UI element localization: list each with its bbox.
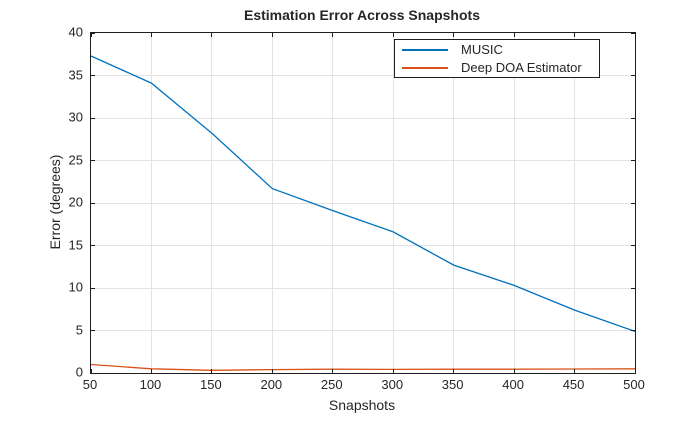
legend-label-deep-doa: Deep DOA Estimator bbox=[461, 60, 582, 75]
x-tick-mark bbox=[513, 369, 515, 373]
x-tick-label: 250 bbox=[320, 377, 343, 392]
y-tick-label: 15 bbox=[68, 237, 83, 252]
y-tick-mark bbox=[91, 372, 95, 374]
x-tick-mark bbox=[90, 33, 92, 37]
y-tick-label: 25 bbox=[68, 152, 83, 167]
x-tick-mark bbox=[392, 369, 394, 373]
y-tick-label: 5 bbox=[75, 322, 83, 337]
y-tick-label: 10 bbox=[68, 279, 83, 295]
x-tick-mark bbox=[634, 33, 636, 37]
y-tick-mark bbox=[631, 117, 635, 119]
x-tick-label: 500 bbox=[623, 377, 645, 392]
y-tick-label: 40 bbox=[68, 24, 83, 40]
x-tick-mark bbox=[150, 369, 152, 373]
y-tick-mark bbox=[91, 202, 95, 204]
gridline-horizontal bbox=[91, 75, 635, 76]
y-tick-mark bbox=[91, 245, 95, 246]
gridline-horizontal bbox=[91, 245, 635, 246]
y-tick-mark bbox=[91, 32, 95, 34]
legend-entry-deep-doa: Deep DOA Estimator bbox=[395, 60, 599, 76]
series-line-1 bbox=[91, 363, 635, 371]
y-tick-mark bbox=[91, 117, 95, 119]
x-tick-label: 300 bbox=[381, 377, 404, 392]
x-tick-mark bbox=[453, 33, 455, 37]
y-tick-mark bbox=[91, 330, 95, 331]
x-tick-label: 400 bbox=[502, 377, 524, 392]
y-tick-mark bbox=[631, 245, 635, 246]
x-tick-label: 100 bbox=[139, 377, 162, 392]
y-tick-label: 0 bbox=[75, 364, 83, 380]
x-tick-label: 450 bbox=[562, 377, 585, 392]
y-tick-mark bbox=[631, 330, 635, 331]
x-tick-label: 150 bbox=[200, 377, 222, 392]
x-axis-label: Snapshots bbox=[328, 397, 396, 413]
legend-box: MUSIC Deep DOA Estimator bbox=[394, 39, 600, 78]
x-tick-mark bbox=[513, 33, 515, 37]
x-tick-mark bbox=[211, 33, 213, 37]
x-tick-label: 50 bbox=[82, 377, 98, 392]
legend-entry-music: MUSIC bbox=[395, 42, 599, 58]
x-tick-mark bbox=[332, 369, 334, 373]
legend-label-music: MUSIC bbox=[461, 42, 503, 57]
x-tick-label: 350 bbox=[441, 377, 464, 392]
x-tick-mark bbox=[271, 33, 273, 37]
y-tick-label: 20 bbox=[68, 194, 83, 210]
chart-title: Estimation Error Across Snapshots bbox=[244, 7, 480, 23]
x-tick-mark bbox=[271, 369, 273, 373]
gridline-horizontal bbox=[91, 330, 635, 331]
y-tick-label: 35 bbox=[68, 67, 83, 82]
y-axis-label: Error (degrees) bbox=[47, 154, 63, 250]
y-tick-mark bbox=[91, 75, 95, 76]
legend-line-sample-deep-doa bbox=[402, 66, 448, 69]
y-tick-mark bbox=[91, 287, 95, 289]
y-tick-label: 30 bbox=[68, 109, 83, 125]
series-line-0 bbox=[91, 55, 635, 333]
y-tick-mark bbox=[631, 287, 635, 289]
x-tick-mark bbox=[574, 369, 576, 373]
gridline-horizontal bbox=[91, 160, 635, 161]
x-tick-mark bbox=[211, 369, 213, 373]
x-tick-mark bbox=[574, 33, 576, 37]
gridline-horizontal bbox=[91, 287, 635, 289]
x-tick-label: 200 bbox=[260, 377, 283, 392]
legend-line-sample-music bbox=[402, 48, 448, 51]
x-tick-mark bbox=[453, 369, 455, 373]
y-tick-mark bbox=[91, 160, 95, 161]
x-tick-mark bbox=[332, 33, 334, 37]
y-tick-mark bbox=[631, 202, 635, 204]
series-lines bbox=[91, 55, 635, 371]
x-tick-mark bbox=[90, 369, 92, 373]
y-tick-mark bbox=[631, 75, 635, 76]
gridline-horizontal bbox=[91, 117, 635, 119]
plot-area bbox=[90, 32, 636, 374]
x-tick-mark bbox=[392, 33, 394, 37]
x-tick-mark bbox=[634, 369, 636, 373]
y-tick-mark bbox=[631, 32, 635, 34]
y-tick-mark bbox=[631, 160, 635, 161]
gridline-horizontal bbox=[91, 202, 635, 204]
x-tick-mark bbox=[150, 33, 152, 37]
y-tick-mark bbox=[631, 372, 635, 374]
